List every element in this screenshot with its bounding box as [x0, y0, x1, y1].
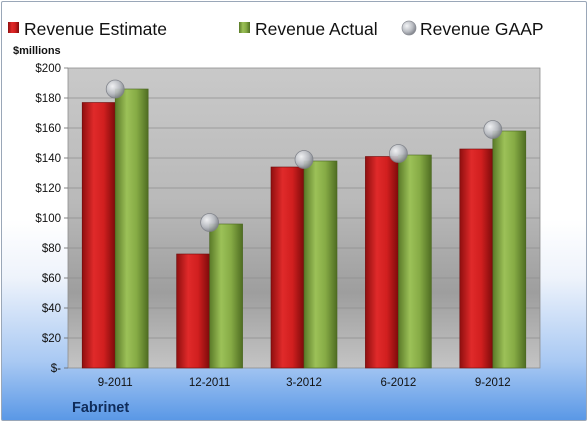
y-tick-label: $60 [42, 273, 61, 285]
x-axis-ticks: 9-2011 12-2011 3-2012 6-2012 9-2012 [98, 377, 511, 389]
bar-series [81, 88, 527, 369]
actual-bar [209, 223, 243, 369]
legend-item-actual: Revenue Actual [239, 19, 378, 39]
company-label: Fabrinet [72, 400, 129, 416]
y-tick-label: $40 [42, 303, 61, 315]
gaap-marker [105, 79, 125, 99]
x-tick-label: 9-2011 [98, 377, 133, 389]
estimate-bar [81, 102, 116, 369]
legend-label-actual: Revenue Actual [255, 19, 378, 39]
y-tick-label: $180 [35, 93, 61, 105]
gaap-marker [483, 120, 503, 139]
gaap-marker [388, 144, 408, 163]
y-axis-ticks: $- $20 $40 $60 $80 $100 $120 $140 $160 $180 $200 [35, 63, 68, 375]
x-tick-label: 12-2011 [189, 377, 230, 389]
y-tick-label: $120 [35, 183, 61, 195]
y-tick-label: $80 [42, 243, 61, 255]
actual-bar [398, 154, 432, 369]
legend-item-estimate: Revenue Estimate [8, 19, 167, 39]
legend-swatch-estimate [8, 22, 19, 33]
estimate-bar [176, 253, 210, 369]
x-tick-label: 3-2012 [286, 377, 322, 389]
gaap-marker [294, 150, 314, 169]
y-tick-label: $160 [35, 123, 61, 135]
y-tick-label: $- [51, 363, 61, 375]
actual-bar [303, 160, 338, 369]
estimate-bar [459, 148, 494, 369]
legend-swatch-actual [239, 22, 250, 33]
legend-label-estimate: Revenue Estimate [24, 19, 167, 39]
legend: Revenue Estimate Revenue Actual Revenue … [8, 19, 544, 39]
estimate-bar [270, 166, 305, 369]
actual-bar [114, 88, 149, 369]
gaap-marker [200, 213, 220, 232]
legend-item-gaap: Revenue GAAP [401, 19, 544, 39]
y-tick-label: $20 [42, 333, 61, 345]
x-tick-label: 9-2012 [475, 377, 511, 389]
legend-marker-gaap [401, 20, 417, 36]
y-axis-unit-label: $millions [13, 45, 61, 57]
y-tick-label: $140 [35, 153, 61, 165]
estimate-bar [365, 156, 399, 369]
y-tick-label: $100 [35, 213, 61, 225]
y-tick-label: $200 [35, 63, 61, 75]
actual-bar [492, 130, 527, 369]
legend-label-gaap: Revenue GAAP [420, 19, 544, 39]
x-tick-label: 6-2012 [380, 377, 416, 389]
gaap-markers [105, 79, 503, 232]
